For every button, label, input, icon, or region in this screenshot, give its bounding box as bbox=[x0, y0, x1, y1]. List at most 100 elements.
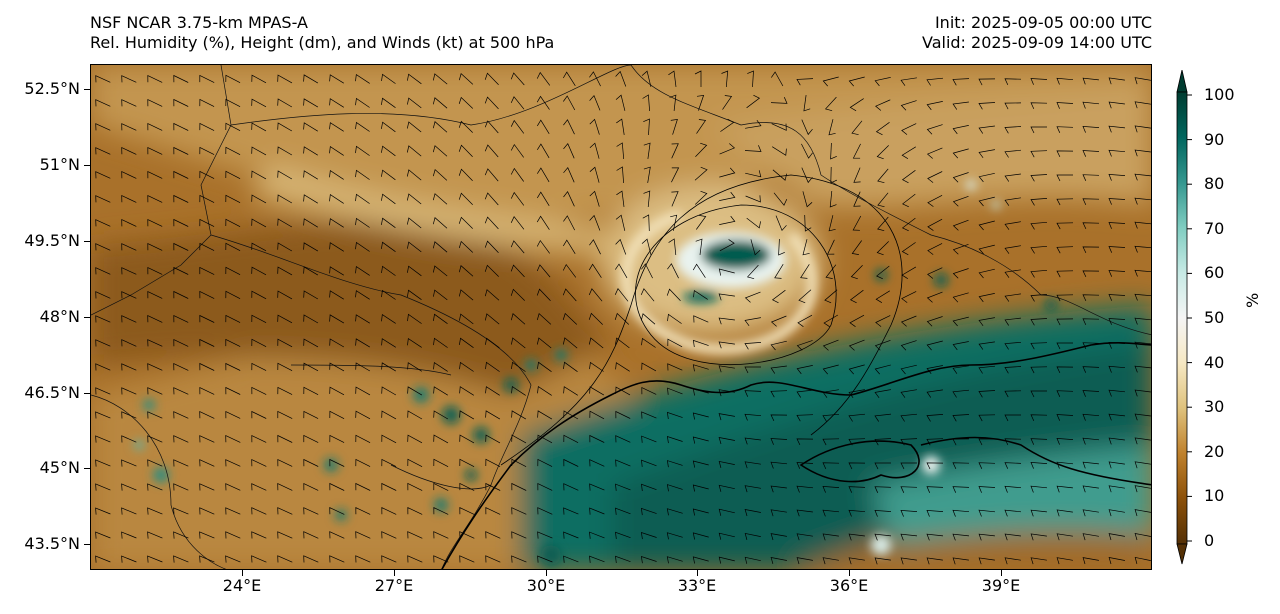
wind-barb bbox=[251, 170, 267, 180]
wind-barb bbox=[458, 144, 473, 157]
wind-barb bbox=[511, 361, 526, 372]
wind-barb bbox=[95, 483, 111, 491]
wind-barb bbox=[199, 218, 215, 227]
wind-barb bbox=[1056, 318, 1074, 326]
wind-barb bbox=[121, 147, 137, 155]
wind-barb bbox=[1030, 462, 1048, 469]
wind-barb bbox=[407, 434, 423, 444]
wind-barb bbox=[1056, 174, 1073, 182]
wind-barb bbox=[643, 166, 651, 183]
wind-barb bbox=[614, 312, 630, 325]
wind-barb bbox=[173, 242, 189, 251]
wind-barb bbox=[1134, 437, 1151, 445]
wind-barb bbox=[877, 192, 889, 208]
wind-barb bbox=[277, 314, 293, 324]
wind-barb bbox=[95, 411, 111, 419]
colorbar-min-extend bbox=[1176, 543, 1188, 565]
init-time: Init: 2025-09-05 00:00 UTC bbox=[934, 13, 1152, 32]
wind-barb bbox=[696, 119, 707, 134]
wind-barb bbox=[692, 364, 709, 372]
wind-barb bbox=[926, 291, 943, 303]
wind-barb bbox=[407, 97, 422, 109]
wind-barb bbox=[719, 239, 735, 252]
wind-barb bbox=[303, 362, 319, 372]
wind-barb bbox=[381, 482, 397, 491]
wind-barb bbox=[121, 219, 137, 227]
wind-barb bbox=[1082, 294, 1100, 302]
wind-barb bbox=[1108, 246, 1126, 253]
wind-barb bbox=[251, 507, 267, 515]
wind-barb bbox=[874, 364, 891, 375]
wind-barb bbox=[147, 195, 163, 203]
wind-barb bbox=[199, 387, 215, 395]
wind-barb bbox=[95, 507, 111, 515]
wind-barb bbox=[693, 315, 709, 323]
wind-barb bbox=[1056, 509, 1073, 517]
wind-barb bbox=[829, 190, 837, 208]
wind-barb bbox=[746, 217, 761, 229]
wind-barb bbox=[640, 313, 656, 325]
wind-barb bbox=[1134, 101, 1151, 109]
wind-barb bbox=[978, 268, 995, 279]
wind-barb bbox=[511, 482, 527, 491]
colorbar-tick-label: 50 bbox=[1204, 308, 1225, 327]
wind-barb bbox=[718, 508, 735, 516]
wind-barb bbox=[1004, 485, 1022, 493]
wind-barb bbox=[615, 386, 631, 396]
wind-barb bbox=[1134, 389, 1151, 397]
wind-barb bbox=[1030, 390, 1047, 398]
wind-barb bbox=[744, 556, 761, 564]
wind-barb bbox=[822, 339, 839, 351]
colorbar-tick-label: 40 bbox=[1204, 353, 1225, 372]
wind-barb bbox=[277, 194, 293, 204]
wind-barb bbox=[485, 361, 500, 372]
wind-barb bbox=[692, 388, 709, 396]
wind-barb bbox=[642, 94, 650, 112]
wind-barb bbox=[926, 389, 943, 398]
wind-barb bbox=[614, 288, 629, 302]
wind-barb bbox=[744, 317, 761, 327]
wind-barb bbox=[952, 78, 970, 86]
wind-barb bbox=[173, 459, 189, 467]
wind-barb bbox=[536, 312, 552, 325]
wind-barb bbox=[874, 76, 891, 87]
wind-barb bbox=[874, 413, 892, 422]
wind-barb bbox=[381, 555, 397, 563]
wind-barb bbox=[225, 290, 241, 300]
wind-barb bbox=[251, 146, 267, 156]
wind-barb bbox=[459, 458, 475, 468]
wind-barb bbox=[926, 124, 943, 135]
wind-barb bbox=[744, 366, 761, 374]
wind-barb bbox=[381, 531, 397, 539]
y-tick-label: 52.5°N bbox=[24, 79, 80, 98]
wind-barb bbox=[615, 555, 631, 564]
wind-barb bbox=[121, 315, 137, 323]
wind-barb bbox=[458, 289, 474, 301]
wind-barb bbox=[718, 365, 735, 373]
wind-barb bbox=[485, 531, 501, 539]
wind-barb bbox=[381, 338, 396, 348]
wind-barb bbox=[511, 531, 527, 539]
wind-barb bbox=[589, 239, 601, 255]
wind-barb bbox=[589, 94, 601, 111]
wind-barb bbox=[510, 288, 525, 301]
wind-barb bbox=[1056, 533, 1073, 541]
wind-barb bbox=[770, 97, 788, 104]
wind-barb bbox=[927, 171, 943, 183]
wind-barb bbox=[95, 219, 111, 227]
wind-barb bbox=[432, 145, 448, 157]
wind-barb bbox=[616, 190, 625, 207]
wind-barb bbox=[225, 531, 241, 539]
wind-barb bbox=[1030, 342, 1048, 350]
wind-barb bbox=[771, 123, 787, 131]
wind-barb bbox=[1082, 509, 1099, 517]
wind-barb bbox=[199, 483, 215, 491]
wind-barb bbox=[485, 458, 501, 468]
wind-barb bbox=[121, 123, 137, 131]
colorbar-tick-label: 60 bbox=[1204, 263, 1225, 282]
wind-barb bbox=[900, 340, 917, 351]
wind-barb bbox=[1108, 101, 1125, 109]
wind-barb bbox=[563, 215, 576, 231]
wind-barb bbox=[694, 190, 708, 205]
wind-barb bbox=[978, 509, 996, 517]
